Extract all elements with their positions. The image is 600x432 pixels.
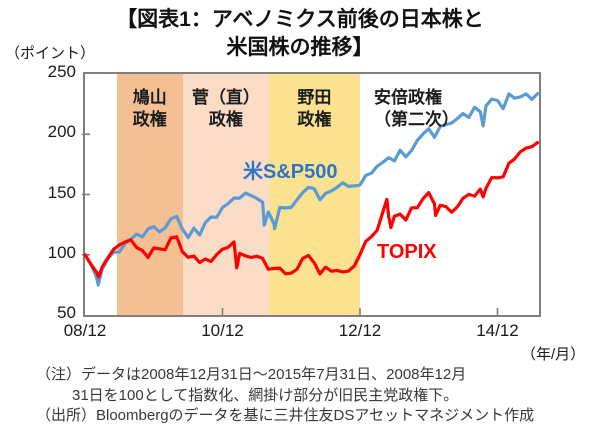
series-line-topix — [83, 140, 540, 279]
x-axis-unit-label: （年/月） — [521, 346, 586, 363]
footnotes: （注）データは2008年12月31日～2015年7月31日、2008年12月 3… — [36, 365, 576, 427]
footnote-note-line-1: （注）データは2008年12月31日～2015年7月31日、2008年12月 — [36, 366, 467, 383]
y-tick-label-250: 250 — [47, 62, 76, 81]
page-title-line-1: 【図表1：アベノミクス前後の日本株と — [116, 8, 484, 31]
series-label-topix: TOPIX — [377, 241, 437, 263]
region-4 — [359, 74, 538, 315]
footnote-note-line-2: 31日を100として指数化、網掛け部分が旧民主党政権下。 — [72, 386, 459, 404]
x-tick-label-10-12: 10/12 — [201, 321, 244, 340]
region-label-2: 菅（直） 政権 — [191, 88, 260, 129]
region-label-1: 鳩山 政権 — [132, 88, 167, 129]
region-1 — [116, 74, 183, 315]
region-2 — [182, 74, 269, 315]
region-3 — [268, 74, 360, 315]
line-chart-canvas — [82, 92, 540, 315]
region-label-4: 安倍政権 （第二次） — [373, 88, 459, 129]
plot-area: 鳩山 政権 菅（直） 政権 野田 政権 安倍政権 （第二次） — [82, 72, 541, 317]
page-title-line-2: 米国株の推移】 — [226, 36, 374, 59]
y-tick-label-50: 50 — [57, 303, 76, 322]
series-label-sp500: 米S&P500 — [243, 161, 338, 183]
y-tick-label-200: 200 — [47, 122, 76, 142]
y-axis-unit-label: （ポイント） — [5, 45, 96, 62]
x-tick-label-14-12: 14/12 — [476, 321, 519, 340]
x-tick-label-08-12: 08/12 — [63, 321, 107, 340]
y-tick-label-100: 100 — [47, 242, 76, 262]
series-line-sp500 — [83, 92, 540, 287]
footnote-source-line: （出所）Bloombergのデータを基に三井住友DSアセットマネジメント作成 — [36, 407, 535, 424]
region-label-3: 野田 政権 — [297, 88, 332, 129]
page-title: 【図表1：アベノミクス前後の日本株と 米国株の推移】 — [0, 6, 600, 62]
y-tick-label-150: 150 — [47, 182, 76, 202]
x-tick-label-12-12: 12/12 — [338, 321, 382, 340]
